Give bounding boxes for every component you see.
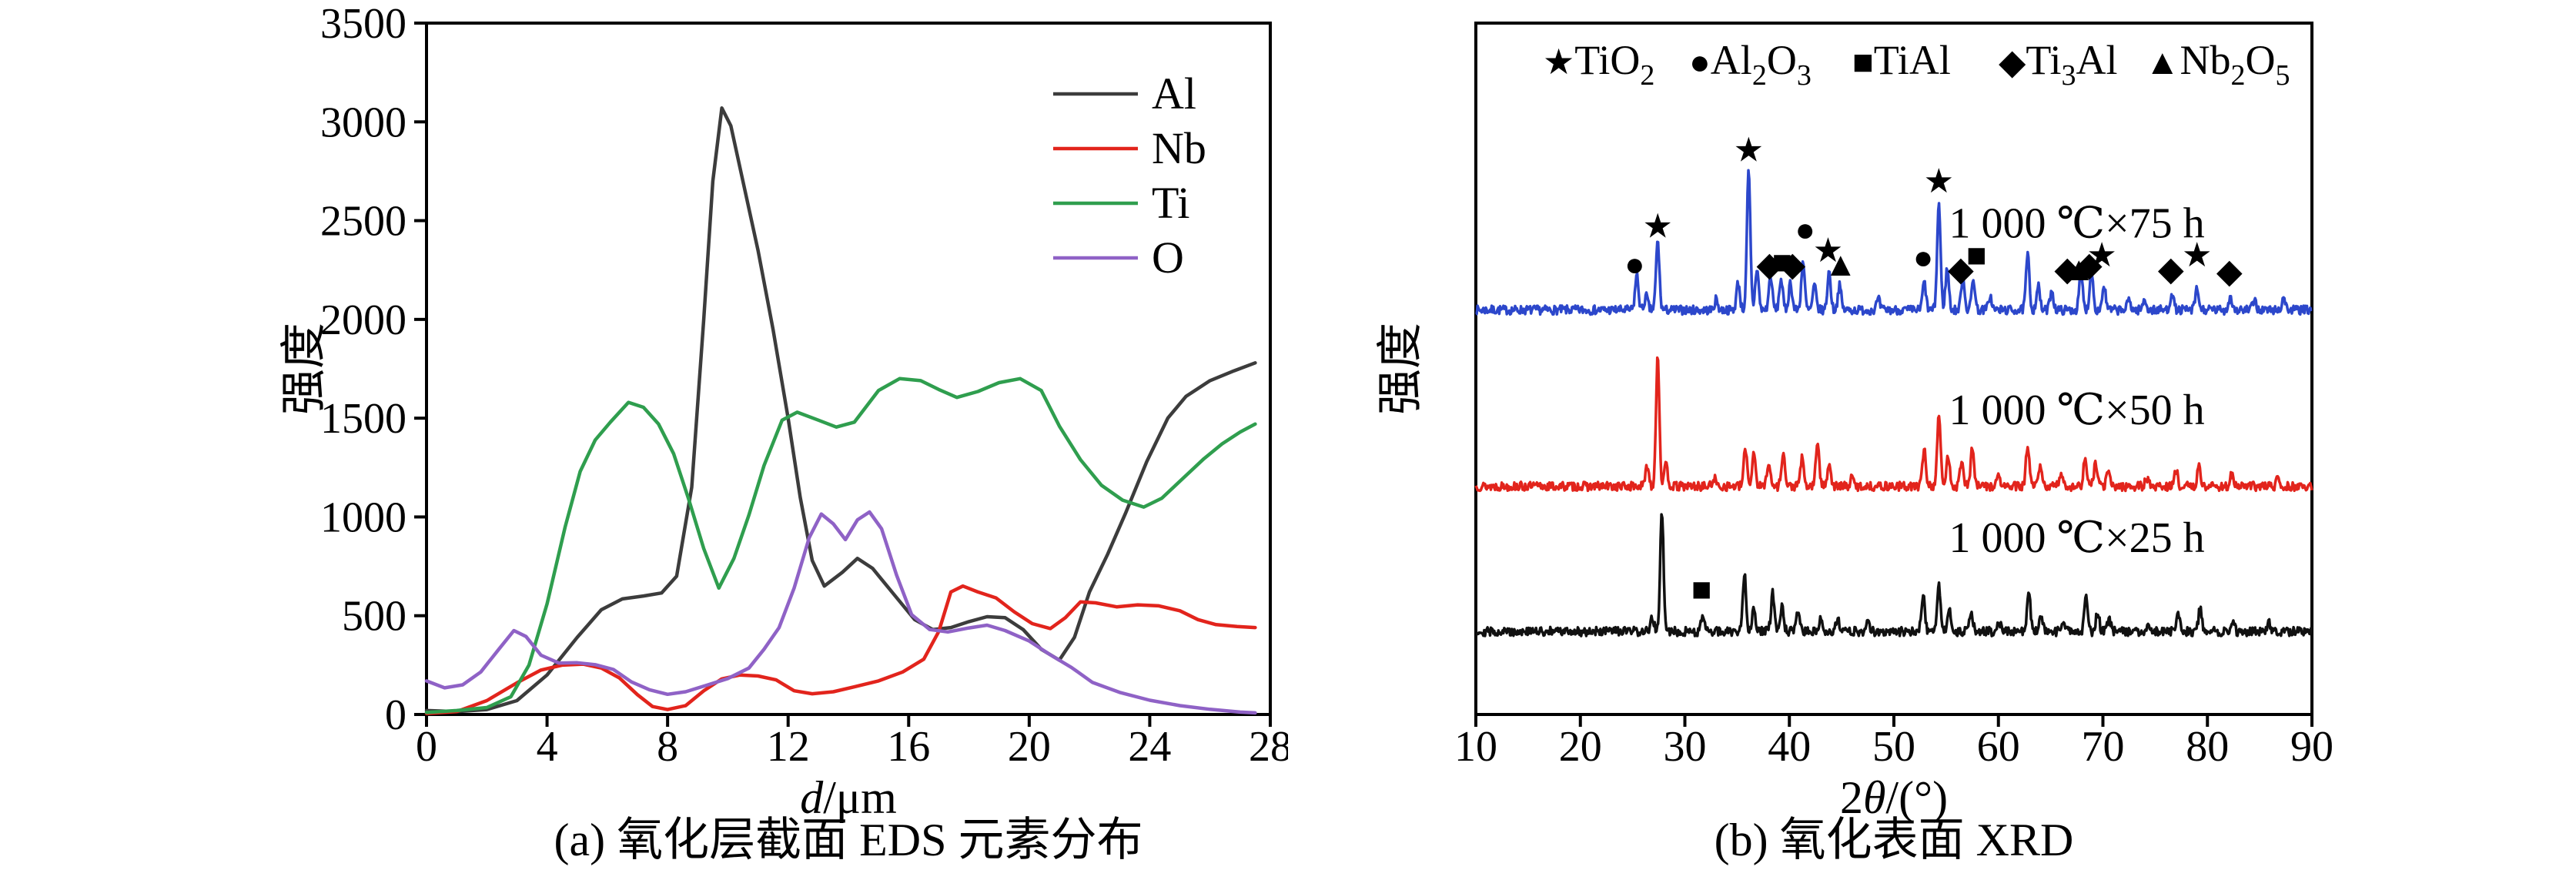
phase-marker: ■ — [1691, 571, 1712, 608]
eds-x-axis-label: d/μm — [800, 772, 897, 823]
xrd-chart: 10 20 30 40 50 60 70 80 90 强度 2θ/(°) ★TiO2 ●Al2O3 ■Ti… — [1375, 22, 2333, 823]
eds-series-Ti — [424, 376, 1257, 714]
y-tick-label: 2500 — [320, 198, 406, 246]
phase-legend-Ti3Al: ◆Ti3Al — [1999, 37, 2118, 92]
phase-legend-Al2O3: ●Al2O3 — [1689, 37, 1812, 92]
legend-label-O: O — [1152, 233, 1184, 283]
phase-marker: ■ — [1771, 243, 1792, 281]
phase-marker: ● — [1624, 246, 1645, 283]
x-tick-label: 16 — [887, 723, 930, 771]
y-tick-label: 500 — [342, 593, 406, 641]
xrd-x-axis-label: 2θ/(°) — [1840, 772, 1948, 823]
x-tick-label: 50 — [1872, 723, 1915, 771]
eds-axes: 0 4 8 12 16 20 24 28 0 500 1000 1500 2000 2500 3000 350… — [320, 0, 1288, 771]
legend-label-Al: Al — [1152, 69, 1196, 119]
phase-marker: ★ — [2086, 236, 2116, 274]
phase-legend-TiAl: ■TiAl — [1852, 37, 1951, 83]
phase-marker: ◆ — [1757, 246, 1783, 283]
phase-marker: ★ — [1813, 232, 1843, 269]
xrd-trace-label: 1 000 ℃×25 h — [1949, 514, 2204, 562]
caption-xrd: (b) 氧化表面 XRD — [1714, 815, 2074, 865]
xrd-axes: 10 20 30 40 50 60 70 80 90 — [1454, 22, 2333, 771]
y-tick-label: 0 — [385, 691, 406, 739]
phase-marker: ● — [1795, 211, 1815, 249]
x-tick-label: 0 — [416, 723, 437, 771]
phase-marker: ◆ — [2158, 250, 2184, 288]
phase-marker: ◆ — [2054, 250, 2080, 288]
y-tick-label: 3500 — [320, 0, 406, 48]
y-tick-label: 3000 — [320, 99, 406, 146]
x-tick-label: 20 — [1559, 723, 1602, 771]
phase-marker: ★ — [1734, 132, 1764, 169]
x-tick-label: 10 — [1454, 723, 1497, 771]
x-tick-label: 90 — [2290, 723, 2333, 771]
x-tick-label: 8 — [657, 723, 678, 771]
phase-marker: ◆ — [2216, 253, 2243, 290]
x-tick-label: 4 — [537, 723, 558, 771]
phase-marker: ★ — [1642, 207, 1672, 245]
xrd-trace-label: 1 000 ℃×50 h — [1949, 386, 2204, 434]
y-tick-label: 1000 — [320, 494, 406, 541]
xrd-trace — [1474, 356, 2313, 493]
y-tick-label: 2000 — [320, 296, 406, 344]
eds-y-axis-label: 强度 — [279, 323, 330, 415]
x-tick-label: 60 — [1977, 723, 2020, 771]
phase-legend-Nb2O5: ▲Nb2O5 — [2145, 37, 2290, 92]
y-tick-label: 1500 — [320, 395, 406, 443]
eds-series-Nb — [424, 584, 1257, 715]
xrd-trace — [1475, 169, 2313, 316]
legend-label-Ti: Ti — [1152, 178, 1190, 228]
eds-series — [424, 106, 1257, 715]
phase-marker: ◆ — [1779, 246, 1805, 283]
x-tick-label: 40 — [1768, 723, 1811, 771]
eds-series-Al — [424, 106, 1257, 714]
eds-series-O — [424, 510, 1257, 715]
phase-marker: ▲ — [1824, 246, 1858, 283]
x-tick-label: 30 — [1664, 723, 1707, 771]
phase-marker: ▲ — [2062, 250, 2096, 288]
phase-marker: ● — [1913, 239, 1934, 276]
xrd-traces — [1474, 169, 2313, 637]
phase-marker: ■ — [1966, 236, 1987, 274]
phase-marker: ★ — [1924, 162, 1954, 200]
xrd-y-axis-label: 强度 — [1375, 323, 1426, 415]
legend-label-Nb: Nb — [1152, 123, 1206, 173]
phase-marker: ★ — [2182, 236, 2212, 274]
x-tick-label: 28 — [1249, 723, 1288, 771]
caption-eds: (a) 氧化层截面 EDS 元素分布 — [554, 815, 1143, 865]
x-tick-label: 20 — [1008, 723, 1051, 771]
x-tick-label: 80 — [2186, 723, 2229, 771]
x-tick-label: 12 — [767, 723, 810, 771]
eds-line-chart: 0 4 8 12 16 20 24 28 0 500 1000 1500 2000 2500 3000 350… — [279, 0, 1288, 823]
xrd-phase-legend: ★TiO2 ●Al2O3 ■TiAl ◆Ti3Al ▲Nb2O5 — [1543, 37, 2290, 92]
phase-marker: ◆ — [1948, 250, 1974, 288]
x-tick-label: 24 — [1128, 723, 1171, 771]
x-tick-label: 70 — [2082, 723, 2125, 771]
phase-legend-TiO2: ★TiO2 — [1543, 37, 1654, 92]
xrd-trace — [1475, 513, 2313, 637]
phase-marker: ◆ — [2076, 246, 2103, 283]
xrd-trace-label: 1 000 ℃×75 h — [1949, 199, 2204, 247]
